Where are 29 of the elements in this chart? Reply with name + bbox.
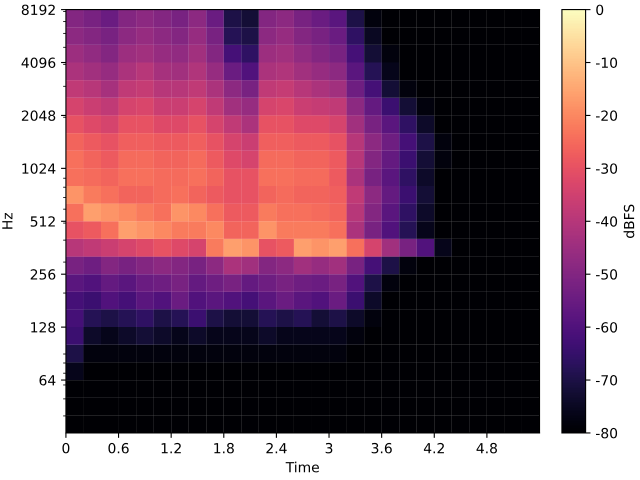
y-tick-label: 8192 [22, 4, 55, 16]
x-tick-label: 3.6 [372, 442, 392, 454]
y-tick-label: 2048 [22, 110, 56, 121]
y-tick-label: 128 [31, 322, 56, 333]
color-bar-label: 0 [596, 4, 604, 16]
y-tick-label: 256 [30, 269, 56, 280]
color-bar-label: -30 [596, 163, 618, 174]
x-tick-label: 0.6 [108, 442, 129, 454]
y-axis-title: Hz [2, 213, 12, 229]
color-bar-label: -10 [596, 57, 618, 68]
x-axis-title: Time [286, 462, 319, 472]
color-bar-label: -40 [596, 216, 618, 227]
x-tick-label: 0 [62, 442, 70, 454]
color-bar-label: -50 [596, 269, 618, 280]
x-tick-label: 2.4 [266, 442, 287, 454]
color-bar-label: -20 [596, 110, 618, 121]
x-tick-label: 1.8 [214, 442, 234, 454]
color-bar-label: -80 [596, 428, 618, 438]
color-bar-title: dBFS [624, 204, 634, 238]
y-tick-label: 512 [30, 216, 55, 227]
y-tick-label: 64 [39, 375, 56, 386]
x-tick-label: 1.2 [162, 442, 181, 454]
y-tick-label: 4096 [22, 57, 56, 68]
color-bar-label: -60 [596, 322, 618, 333]
x-tick-label: 3 [326, 442, 332, 454]
color-bar-label: -70 [596, 375, 618, 386]
x-tick-label: 4.2 [424, 442, 444, 454]
x-tick-label: 4.8 [476, 442, 497, 454]
y-tick-label: 1024 [22, 163, 56, 174]
